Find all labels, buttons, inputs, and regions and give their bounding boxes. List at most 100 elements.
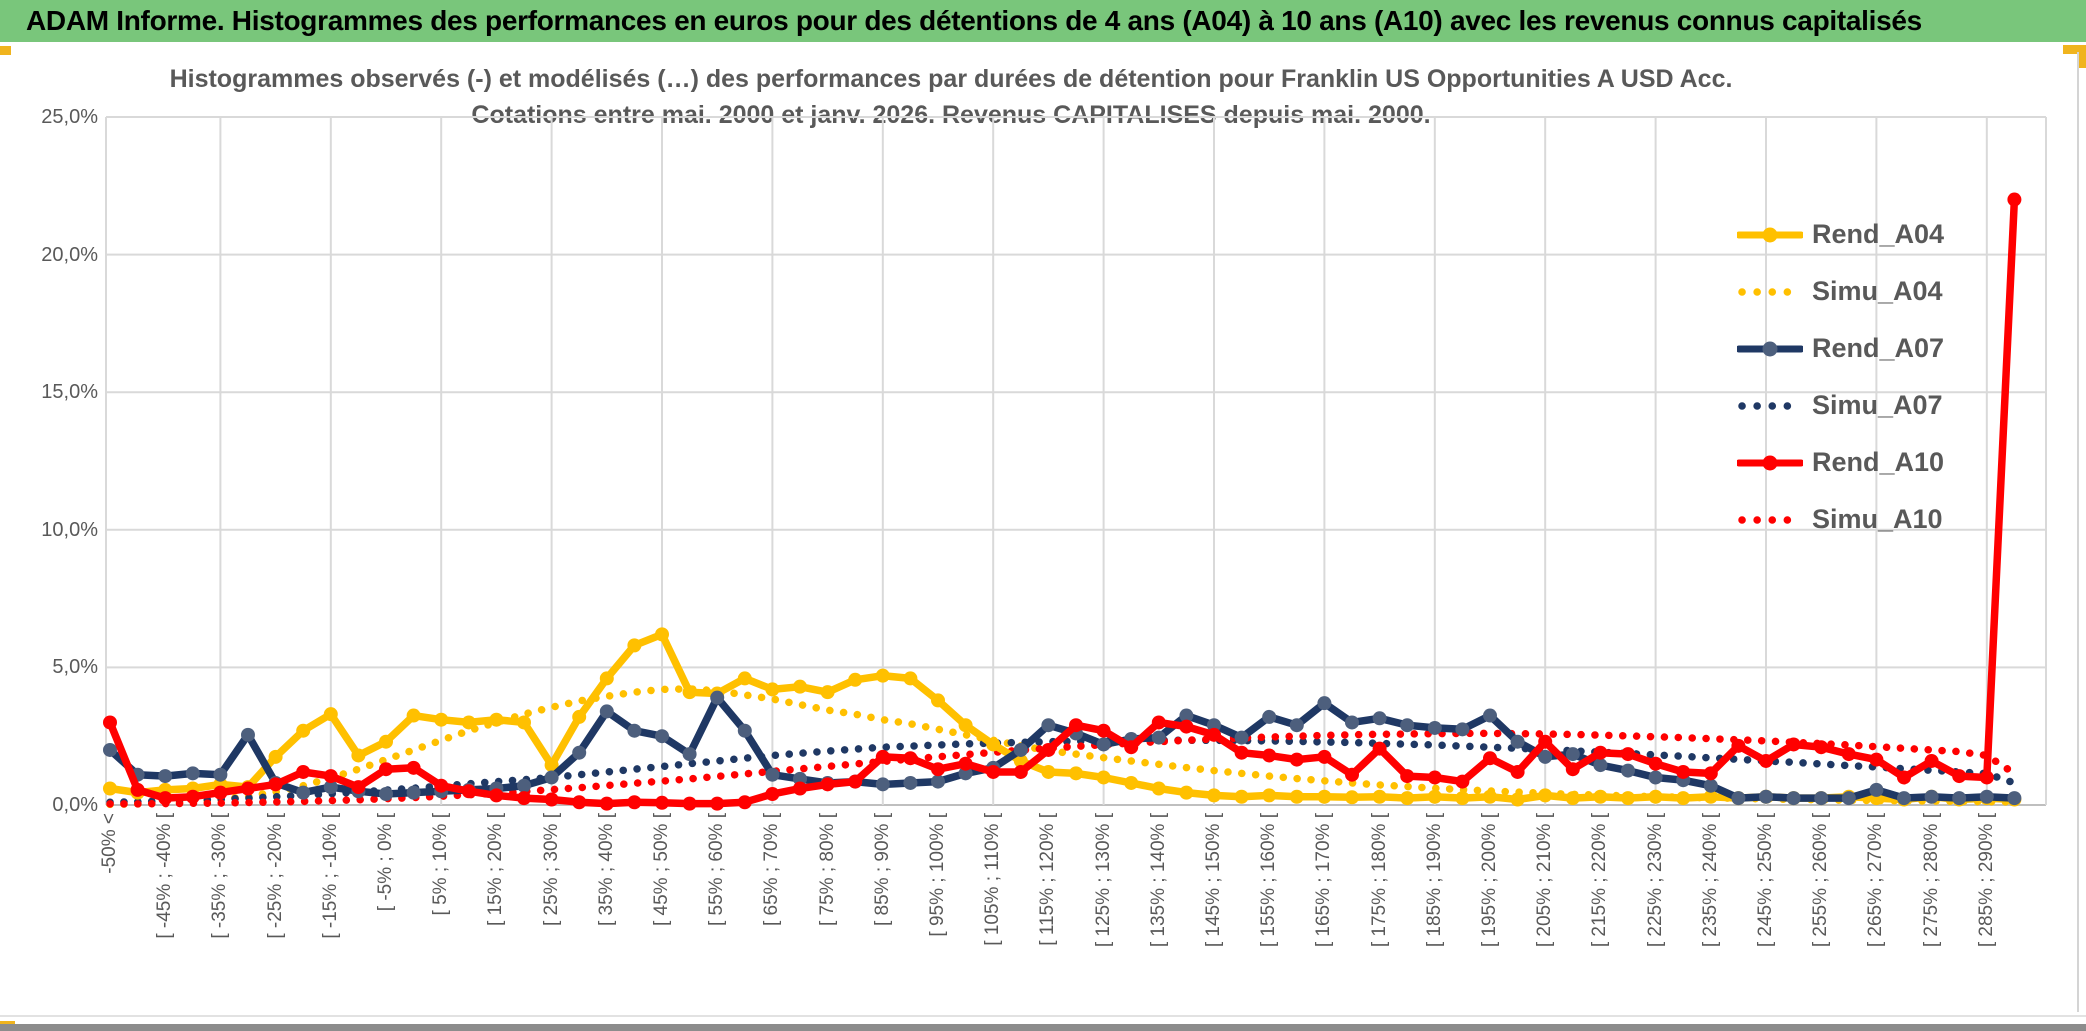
legend-item-Rend_A10[interactable]: Rend_A10 — [1737, 434, 1944, 491]
series-marker-Rend_A07 — [1952, 791, 1967, 806]
series-marker-Rend_A07 — [323, 780, 338, 795]
x-axis-tick-label: [ 195% ; 200% [ — [1479, 813, 1500, 948]
series-marker-Rend_A04 — [1455, 791, 1470, 806]
series-marker-Rend_A10 — [1289, 752, 1304, 767]
series-marker-Rend_A10 — [406, 760, 421, 775]
series-marker-Rend_A04 — [599, 671, 614, 686]
series-line-Rend_A04[interactable] — [106, 630, 2019, 804]
series-marker-Rend_A07 — [1593, 758, 1608, 773]
series-marker-Rend_A10 — [1510, 764, 1525, 779]
x-axis-tick-label: [ 145% ; 150% [ — [1203, 813, 1224, 948]
x-axis-tick-label: [ 185% ; 190% [ — [1423, 813, 1445, 948]
series-marker-Rend_A07 — [710, 690, 725, 705]
series-marker-Rend_A07 — [1841, 791, 1856, 806]
series-line-Simu_A04[interactable] — [106, 685, 2019, 809]
series-marker-Rend_A07 — [1400, 718, 1415, 733]
series-marker-Rend_A07 — [1234, 730, 1249, 745]
y-axis-tick-label: 10,0% — [41, 518, 98, 541]
series-marker-Rend_A10 — [351, 780, 366, 795]
series-marker-Rend_A07 — [213, 767, 228, 782]
series-marker-Rend_A04 — [1427, 789, 1442, 804]
series-marker-Rend_A10 — [296, 764, 311, 779]
legend-item-Simu_A10[interactable]: Simu_A10 — [1737, 491, 1944, 548]
series-marker-Rend_A10 — [1069, 718, 1083, 733]
series-marker-Rend_A10 — [1703, 766, 1718, 781]
x-axis-tick-label: [ 215% ; 220% [ — [1589, 813, 1611, 948]
series-marker-Rend_A10 — [1455, 774, 1470, 789]
series-marker-Rend_A07 — [1924, 789, 1939, 804]
series-marker-Rend_A10 — [130, 782, 145, 797]
series-marker-Rend_A07 — [2007, 791, 2022, 806]
series-marker-Rend_A10 — [323, 769, 338, 784]
series-marker-Rend_A07 — [931, 774, 945, 789]
series-marker-Rend_A04 — [1289, 789, 1304, 804]
series-marker-Rend_A10 — [185, 789, 200, 804]
series-line-Rend_A07[interactable] — [106, 693, 2019, 802]
series-marker-Rend_A07 — [379, 786, 393, 801]
legend-line-marker-swatch — [1737, 227, 1803, 242]
series-marker-Rend_A10 — [765, 786, 780, 801]
x-axis-tick-label: [ 155% ; 160% [ — [1258, 813, 1280, 948]
chart-title: Histogrammes observés (-) et modélisés (… — [0, 61, 1902, 133]
series-marker-Rend_A04 — [765, 682, 780, 697]
series-line-Simu_A07[interactable] — [106, 736, 2019, 806]
series-marker-Rend_A04 — [406, 708, 421, 723]
series-marker-Rend_A04 — [572, 709, 587, 724]
series-marker-Rend_A04 — [1096, 770, 1111, 785]
series-marker-Rend_A04 — [434, 712, 449, 727]
series-line-Rend_A10[interactable] — [106, 195, 2019, 808]
series-marker-Rend_A10 — [682, 796, 697, 811]
x-axis-tick-label: [ 45% ; 50% [ — [651, 813, 672, 927]
series-marker-Rend_A10 — [793, 781, 807, 796]
x-axis-tick-label: [ 135% ; 140% [ — [1147, 813, 1169, 948]
x-axis-tick-label: [ 245% ; 250% [ — [1755, 813, 1776, 948]
series-marker-Rend_A07 — [1483, 708, 1497, 723]
series-marker-Rend_A07 — [599, 704, 614, 719]
sheet-bottom-bar[interactable] — [0, 1024, 2086, 1031]
series-marker-Rend_A10 — [213, 785, 228, 800]
sheet-bottom-line — [0, 1015, 2086, 1017]
series-marker-Rend_A04 — [1400, 791, 1415, 806]
x-axis-tick-label: [ 285% ; 290% [ — [1975, 813, 1997, 948]
series-marker-Rend_A04 — [1510, 792, 1525, 807]
legend-item-Rend_A07[interactable]: Rend_A07 — [1737, 320, 1944, 377]
legend-item-Simu_A04[interactable]: Simu_A04 — [1737, 263, 1944, 320]
legend-item-Simu_A07[interactable]: Simu_A07 — [1737, 377, 1944, 434]
series-marker-Rend_A10 — [1979, 770, 1994, 785]
legend-label: Rend_A04 — [1812, 219, 1945, 249]
series-marker-Rend_A07 — [1703, 778, 1718, 793]
series-marker-Rend_A10 — [1952, 769, 1967, 784]
series-marker-Rend_A10 — [1841, 747, 1856, 762]
series-marker-Rend_A04 — [848, 672, 863, 687]
x-axis-tick-label: [ 115% ; 120% [ — [1037, 813, 1059, 946]
series-marker-Rend_A10 — [875, 749, 890, 764]
legend-item-Rend_A04[interactable]: Rend_A04 — [1737, 206, 1944, 263]
chart-title-line2: Cotations entre mai. 2000 et janv. 2026.… — [471, 101, 1431, 129]
series-marker-Rend_A10 — [903, 751, 918, 766]
series-marker-Rend_A10 — [627, 795, 642, 810]
series-marker-Rend_A07 — [103, 742, 117, 757]
series-marker-Rend_A04 — [1124, 775, 1139, 790]
series-marker-Rend_A07 — [1648, 770, 1663, 785]
series-marker-Rend_A04 — [820, 685, 835, 700]
series-marker-Rend_A07 — [1372, 711, 1387, 726]
series-marker-Rend_A07 — [1786, 791, 1801, 806]
series-marker-Rend_A10 — [986, 764, 1001, 779]
x-axis-tick-label: [ 95% ; 100% [ — [927, 813, 948, 937]
series-marker-Rend_A04 — [793, 679, 807, 694]
series-marker-Rend_A04 — [268, 749, 283, 764]
x-axis-tick-label: [ 255% ; 260% [ — [1810, 813, 1832, 948]
series-line-Simu_A10[interactable] — [106, 729, 2019, 808]
series-marker-Rend_A07 — [1814, 791, 1829, 806]
series-marker-Rend_A07 — [572, 745, 587, 760]
x-axis-tick-label: [ 205% ; 210% [ — [1534, 813, 1556, 948]
series-marker-Rend_A10 — [1317, 749, 1332, 764]
series-marker-Rend_A10 — [1262, 748, 1277, 763]
series-marker-Rend_A10 — [599, 796, 614, 811]
series-marker-Rend_A10 — [1483, 751, 1497, 766]
series-marker-Rend_A04 — [1676, 791, 1691, 806]
series-marker-Rend_A10 — [1814, 740, 1829, 755]
series-marker-Rend_A10 — [572, 795, 587, 810]
